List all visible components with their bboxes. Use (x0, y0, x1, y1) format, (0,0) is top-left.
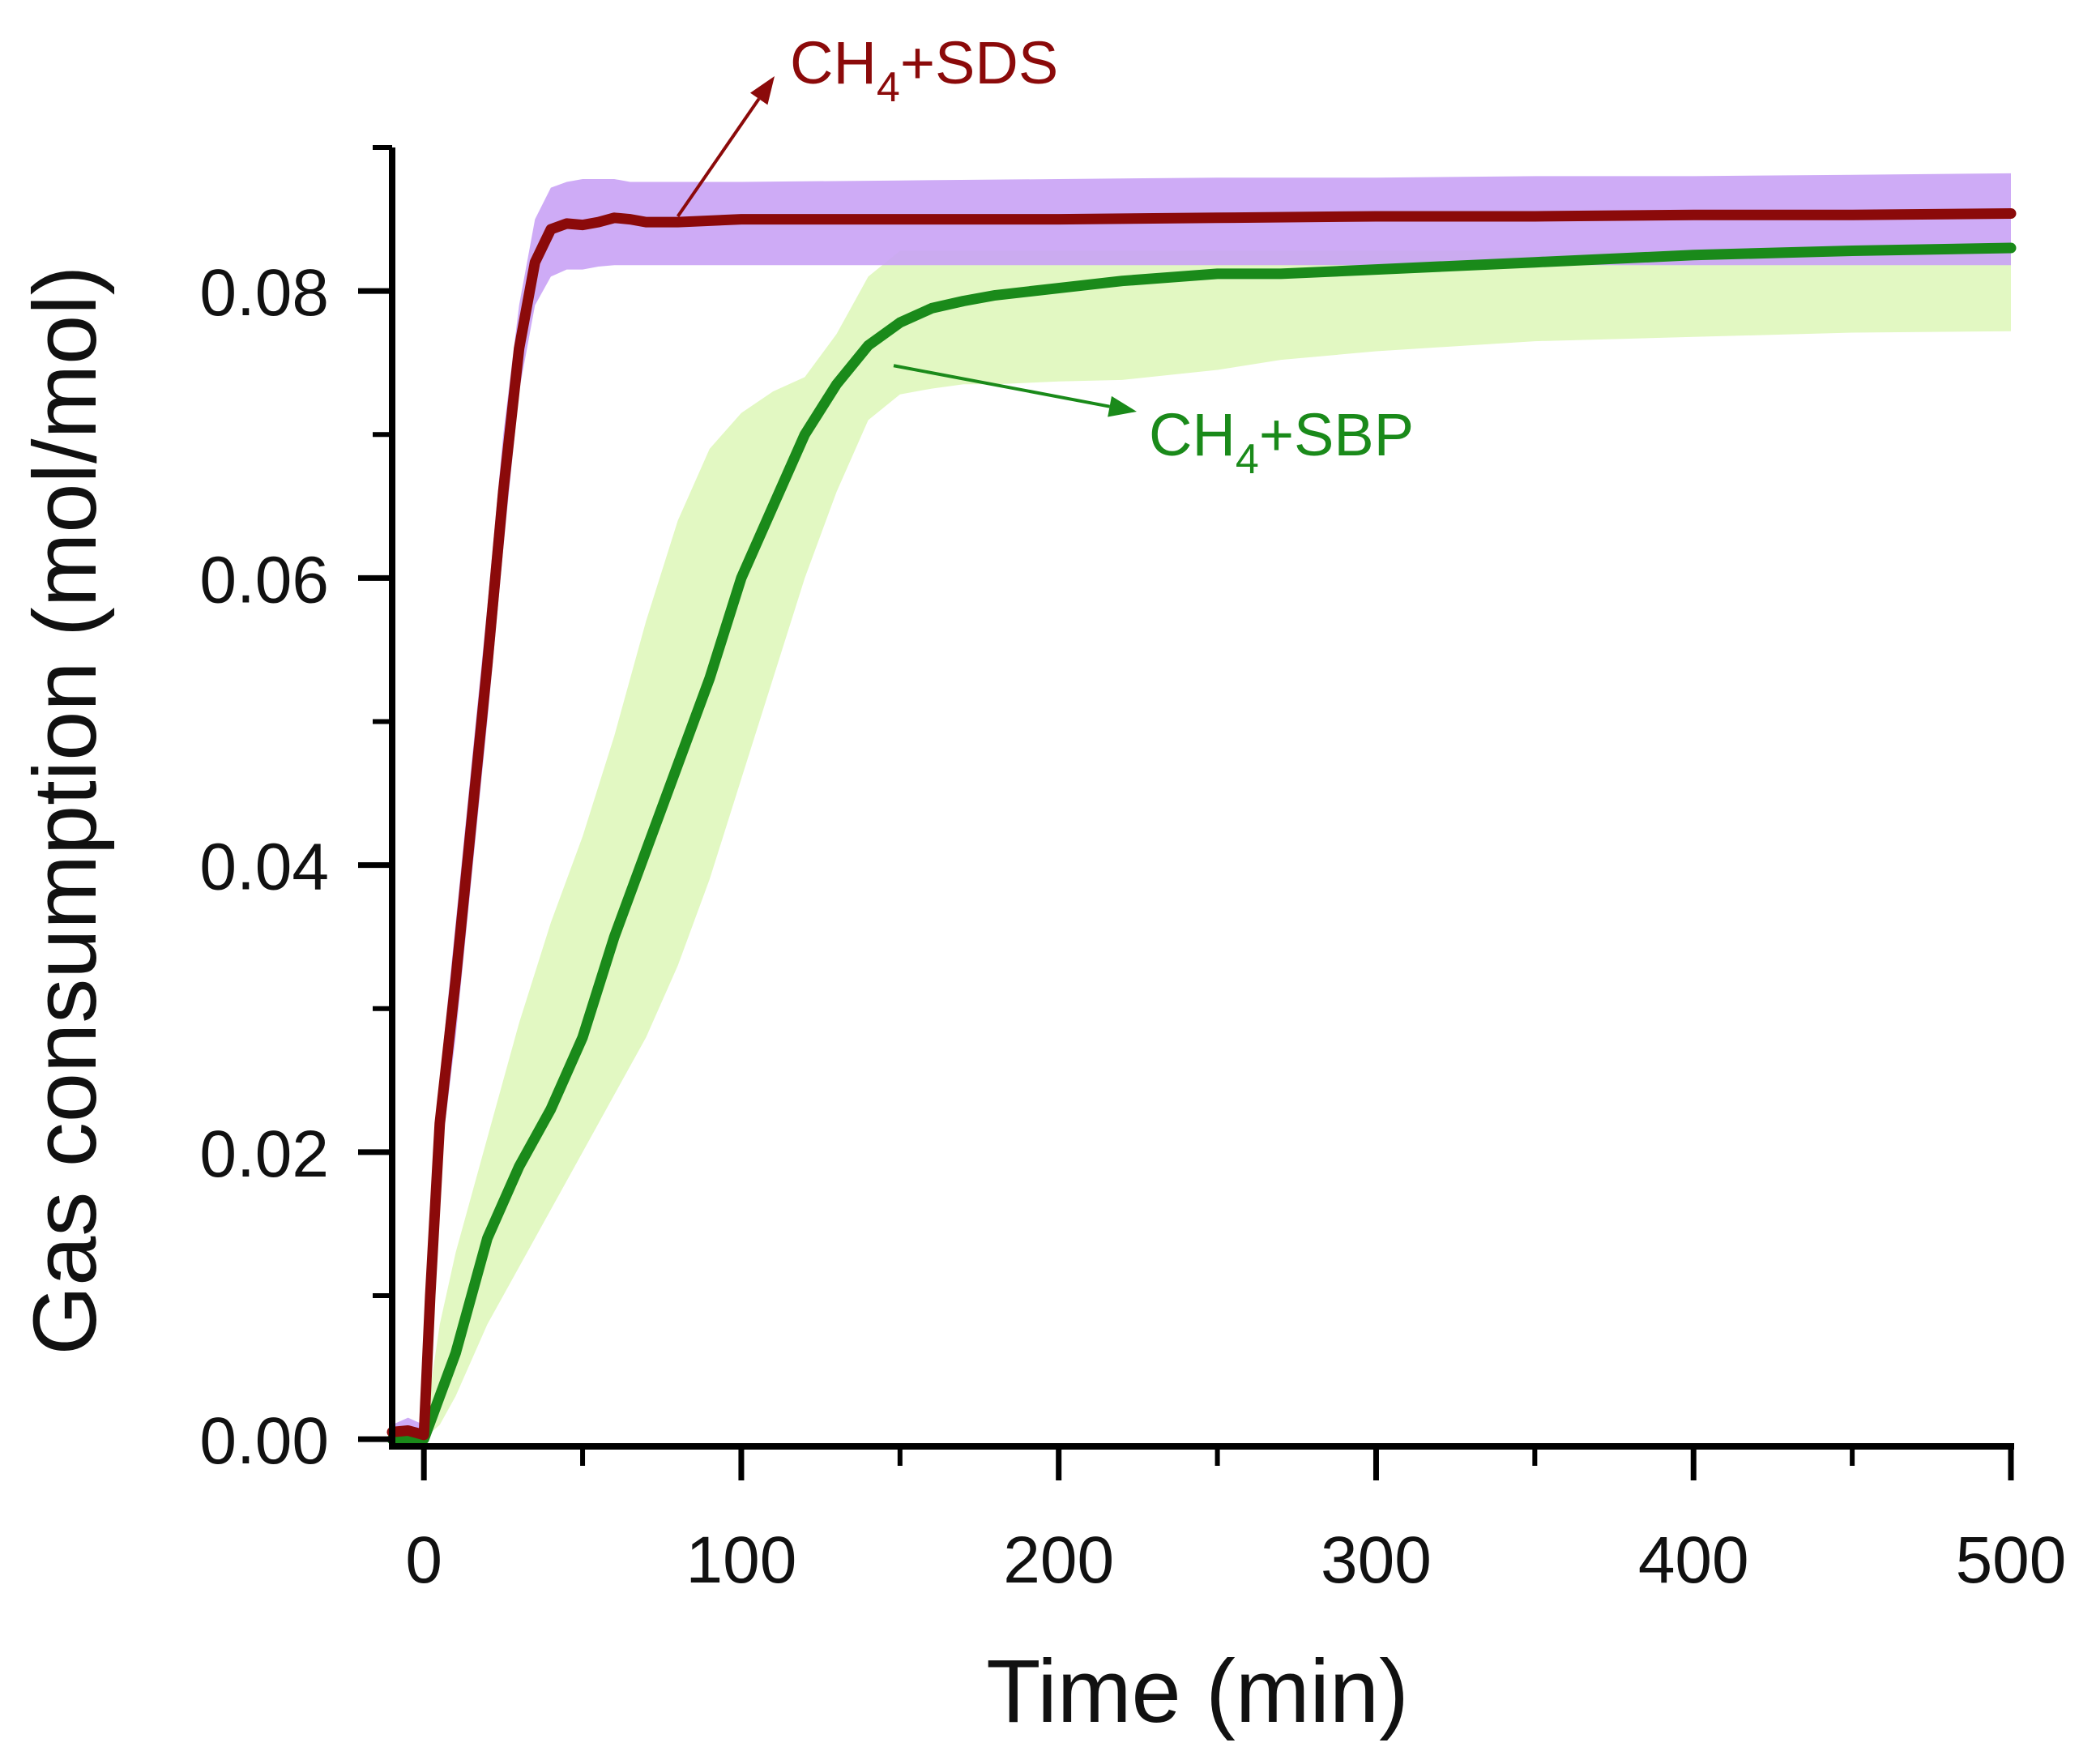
annotation-label-ch4-sbp: CH4+SBP (1149, 401, 1414, 483)
y-tick-label-0.02: 0.02 (199, 1117, 329, 1191)
series-lines (386, 208, 2017, 1445)
tick-marks (358, 145, 2014, 1480)
y-tick-label-0.08: 0.08 (199, 256, 329, 330)
line-ch4-sbp (386, 242, 2017, 1445)
x-tick-label-300: 300 (1321, 1523, 1432, 1597)
arrow-shaft-ch4-sds (676, 97, 761, 218)
x-tick-label-0: 0 (405, 1523, 442, 1597)
arrow-head-ch4-sds (749, 76, 775, 105)
x-tick-label-400: 400 (1638, 1523, 1749, 1597)
tick-labels: 0 100 200 300 400 500 0.00 0.02 0.04 0.06 0.08 (199, 256, 2066, 1597)
line-ch4-sds (386, 208, 2017, 1441)
x-tick-label-100: 100 (686, 1523, 797, 1597)
y-tick-label-0.06: 0.06 (199, 543, 329, 617)
y-axis-title: Gas consumption (mol/mol) (15, 266, 115, 1356)
y-tick-label-0.04: 0.04 (199, 831, 329, 904)
confidence-bands (392, 173, 2011, 1440)
arrow-head-ch4-sbp (1108, 395, 1137, 417)
band-ch4-sbp (392, 250, 2011, 1440)
y-tick-label-0: 0.00 (199, 1404, 329, 1478)
x-tick-label-200: 200 (1003, 1523, 1114, 1597)
x-axis-title: Time (min) (986, 1642, 1408, 1741)
arrow-shaft-ch4-sbp (893, 364, 1110, 408)
series-annotations: CH4+SDS CH4+SBP (676, 29, 1414, 483)
annotation-label-ch4-sds: CH4+SDS (790, 29, 1058, 111)
axes (389, 147, 2014, 1450)
x-tick-label-500: 500 (1956, 1523, 2067, 1597)
